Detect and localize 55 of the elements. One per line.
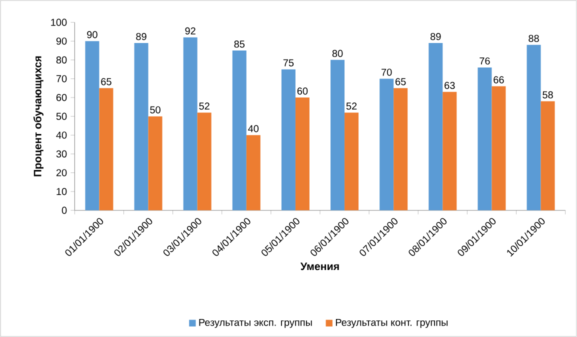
y-tick-label: 60	[56, 94, 67, 102]
data-label: 52	[199, 102, 210, 110]
bar	[99, 88, 114, 210]
data-label: 88	[528, 34, 539, 42]
bar	[281, 69, 296, 210]
bar	[526, 44, 541, 210]
y-tick-label: 30	[56, 150, 67, 158]
bar	[344, 112, 359, 210]
bar	[394, 88, 408, 210]
data-label: 80	[332, 50, 343, 58]
data-label: 65	[396, 78, 406, 86]
bar	[134, 43, 148, 210]
data-label: 66	[494, 76, 504, 84]
legend-label: Результаты эксп. группы	[199, 318, 312, 328]
bar	[85, 41, 100, 210]
y-tick-label: 20	[56, 169, 67, 176]
data-label: 70	[382, 68, 392, 76]
data-label: 58	[542, 91, 553, 98]
y-tick-label: 0	[62, 206, 67, 214]
y-tick-label: 10	[56, 188, 67, 196]
data-label: 52	[346, 102, 357, 110]
data-label: 63	[444, 82, 455, 89]
data-label: 75	[283, 59, 294, 66]
y-tick-label: 90	[56, 38, 67, 45]
bar	[295, 98, 310, 210]
bar	[232, 50, 246, 210]
data-label: 40	[248, 125, 259, 132]
data-label: 65	[101, 78, 112, 86]
bar	[428, 43, 443, 210]
data-label: 76	[480, 57, 490, 65]
bar	[442, 92, 457, 210]
y-tick-label: 50	[56, 112, 67, 120]
data-label: 50	[150, 106, 160, 114]
data-label: 90	[87, 31, 98, 38]
bar	[540, 101, 555, 210]
legend-label: Результаты конт. группы	[336, 318, 448, 328]
y-tick-label: 100	[51, 18, 67, 26]
data-label: 85	[234, 40, 245, 48]
data-label: 92	[185, 27, 196, 34]
bar	[380, 78, 394, 210]
y-tick-label: 80	[56, 56, 67, 64]
bar	[330, 60, 345, 210]
bar	[246, 135, 260, 210]
bar	[492, 86, 506, 210]
bar	[197, 112, 212, 210]
x-axis-title: Умения	[300, 262, 339, 270]
y-tick-label: 40	[56, 132, 67, 139]
bar	[148, 116, 162, 210]
y-axis-title: Процент обучающихся	[33, 56, 44, 176]
bar	[478, 67, 492, 210]
bar	[183, 37, 198, 210]
data-label: 60	[297, 88, 308, 95]
data-label: 89	[136, 33, 146, 40]
y-tick-label: 70	[56, 75, 67, 82]
data-label: 89	[430, 33, 441, 40]
